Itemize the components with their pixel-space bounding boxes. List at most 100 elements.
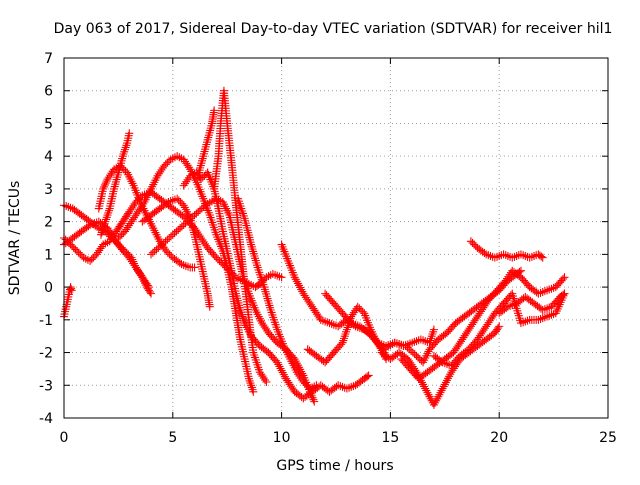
- data-point: [200, 171, 209, 180]
- data-point: [429, 400, 438, 409]
- data-point: [174, 225, 183, 234]
- data-point: [434, 392, 443, 401]
- data-point: [76, 250, 85, 259]
- y-tick-label: -3: [39, 378, 53, 394]
- data-point: [495, 322, 504, 331]
- data-point: [210, 106, 219, 115]
- data-point: [177, 222, 186, 231]
- data-point: [293, 279, 302, 288]
- data-point: [160, 162, 169, 170]
- data-point: [163, 235, 172, 244]
- data-point: [338, 382, 347, 391]
- data-point: [414, 353, 423, 362]
- data-point: [141, 281, 150, 290]
- data-point: [299, 378, 308, 386]
- data-point: [150, 247, 159, 256]
- data-point: [86, 256, 95, 265]
- data-point: [192, 209, 201, 218]
- y-tick-label: -1: [39, 313, 53, 329]
- data-point: [435, 390, 444, 399]
- data-series: [466, 237, 547, 262]
- y-tick-label: 7: [44, 51, 53, 67]
- data-point: [140, 277, 149, 286]
- data-point: [173, 194, 182, 203]
- data-series: [210, 86, 271, 386]
- data-point: [163, 158, 172, 167]
- data-point: [102, 215, 111, 224]
- data-point: [355, 304, 364, 313]
- data-point: [205, 302, 214, 311]
- data-point: [560, 273, 569, 282]
- data-point: [161, 237, 170, 246]
- data-point: [156, 242, 165, 251]
- data-point: [440, 380, 449, 389]
- data-point: [185, 216, 194, 224]
- data-point: [275, 362, 284, 371]
- data-point: [212, 253, 221, 262]
- data-point: [103, 211, 112, 220]
- data-point: [198, 173, 207, 182]
- y-tick-label: 2: [44, 215, 53, 231]
- data-point: [310, 397, 319, 406]
- data-point: [309, 395, 318, 404]
- data-point: [71, 245, 80, 254]
- data-point: [436, 388, 445, 397]
- data-point: [157, 240, 166, 249]
- data-point: [470, 240, 479, 249]
- data-point: [163, 248, 172, 257]
- data-point: [74, 248, 83, 257]
- data-point: [119, 150, 128, 158]
- data-point: [395, 340, 404, 349]
- data-point: [176, 198, 185, 206]
- data-point: [403, 343, 412, 352]
- data-point: [197, 204, 206, 213]
- axis-ticks: 0 5 10 15 20 25 -4 -3 -2 -1 0 1 2 3 4 5 6 7: [39, 51, 617, 446]
- y-tick-label: 4: [44, 149, 53, 165]
- data-point: [466, 237, 475, 246]
- data-point: [89, 253, 98, 262]
- data-point: [342, 327, 351, 336]
- data-point: [117, 230, 126, 239]
- data-point: [166, 232, 175, 241]
- data-series: [321, 289, 438, 350]
- data-point: [357, 306, 366, 314]
- data-point: [181, 219, 190, 228]
- data-point: [118, 163, 127, 172]
- data-point: [364, 371, 373, 380]
- data-point: [196, 206, 204, 215]
- plot-frame: [63, 57, 609, 419]
- data-point: [420, 382, 429, 391]
- data-point: [245, 376, 254, 385]
- data-point: [170, 229, 179, 238]
- y-tick-label: 6: [44, 84, 53, 100]
- data-point: [261, 376, 270, 385]
- data-point: [190, 211, 199, 220]
- data-point: [302, 381, 311, 390]
- data-point: [274, 360, 283, 369]
- y-tick-label: -4: [39, 411, 53, 427]
- data-point: [432, 396, 441, 405]
- data-point: [125, 129, 134, 138]
- x-tick-label: 15: [381, 430, 399, 446]
- data-point: [172, 227, 181, 236]
- data-point: [101, 179, 110, 188]
- data-point: [104, 208, 113, 217]
- data-point: [401, 342, 410, 350]
- data-point: [277, 366, 286, 375]
- data-point: [188, 212, 197, 221]
- x-tick-label: 20: [490, 430, 508, 446]
- data-point: [73, 247, 82, 256]
- data-point: [184, 163, 193, 172]
- data-point: [277, 273, 286, 282]
- data-series: [194, 106, 219, 177]
- data-point: [273, 358, 282, 367]
- data-point: [278, 368, 287, 377]
- x-tick-label: 5: [168, 430, 177, 446]
- data-point: [429, 327, 438, 336]
- data-point: [176, 224, 185, 233]
- data-point: [67, 286, 76, 295]
- data-point: [114, 234, 123, 242]
- data-point: [194, 207, 203, 216]
- data-point: [104, 206, 113, 215]
